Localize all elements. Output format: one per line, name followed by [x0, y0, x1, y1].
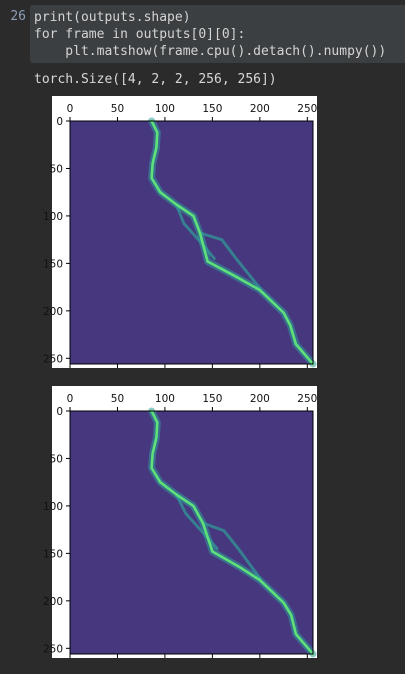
branch-line-1 [201, 521, 262, 580]
matrix-area [70, 411, 313, 654]
x-tick-label: 250 [297, 393, 317, 405]
y-tick-label: 50 [50, 163, 63, 175]
x-tick-label: 200 [250, 393, 270, 405]
matshow-plot-2: 0 50 100 150 200 250 0 50 100 150 200 250 [43, 386, 317, 658]
x-tick-label: 50 [111, 393, 124, 405]
x-tick-label: 0 [67, 393, 74, 405]
curve-line [150, 409, 315, 656]
code-editor[interactable]: print(outputs.shape) for frame in output… [30, 5, 405, 63]
x-tick-label: 150 [202, 393, 222, 405]
cell-prompt: 26 [10, 9, 26, 24]
x-tick-label: 100 [155, 393, 175, 405]
y-tick-label: 150 [43, 258, 63, 270]
y-tick-label: 0 [56, 116, 63, 128]
axes-frame [69, 410, 314, 655]
matrix-area [70, 121, 313, 364]
y-tick-label: 100 [43, 211, 63, 223]
y-tick-label: 100 [43, 501, 63, 513]
y-tick-label: 150 [43, 548, 63, 560]
x-tick-label: 250 [297, 103, 317, 115]
matshow-plot-1: 0 50 100 150 200 250 0 50 100 150 200 250 [43, 96, 317, 368]
y-tick-label: 250 [43, 353, 63, 365]
curve-line [150, 119, 315, 366]
branch-line-1 [198, 231, 262, 290]
y-tick-label: 250 [43, 643, 63, 655]
axes-frame [69, 120, 314, 365]
code-line-1: print(outputs.shape) [34, 10, 191, 25]
x-tick-label: 50 [111, 103, 124, 115]
x-tick-label: 150 [202, 103, 222, 115]
code-line-2: for frame in outputs[0][0]: [34, 27, 246, 42]
y-tick-label: 50 [50, 453, 63, 465]
y-tick-label: 200 [43, 306, 63, 318]
x-tick-label: 200 [250, 103, 270, 115]
x-tick-label: 0 [67, 103, 74, 115]
y-tick-label: 0 [56, 406, 63, 418]
x-tick-label: 100 [155, 103, 175, 115]
y-tick-label: 200 [43, 596, 63, 608]
stdout-output: torch.Size([4, 2, 2, 256, 256]) [34, 72, 277, 87]
code-line-3: plt.matshow(frame.cpu().detach().numpy()… [34, 44, 387, 59]
